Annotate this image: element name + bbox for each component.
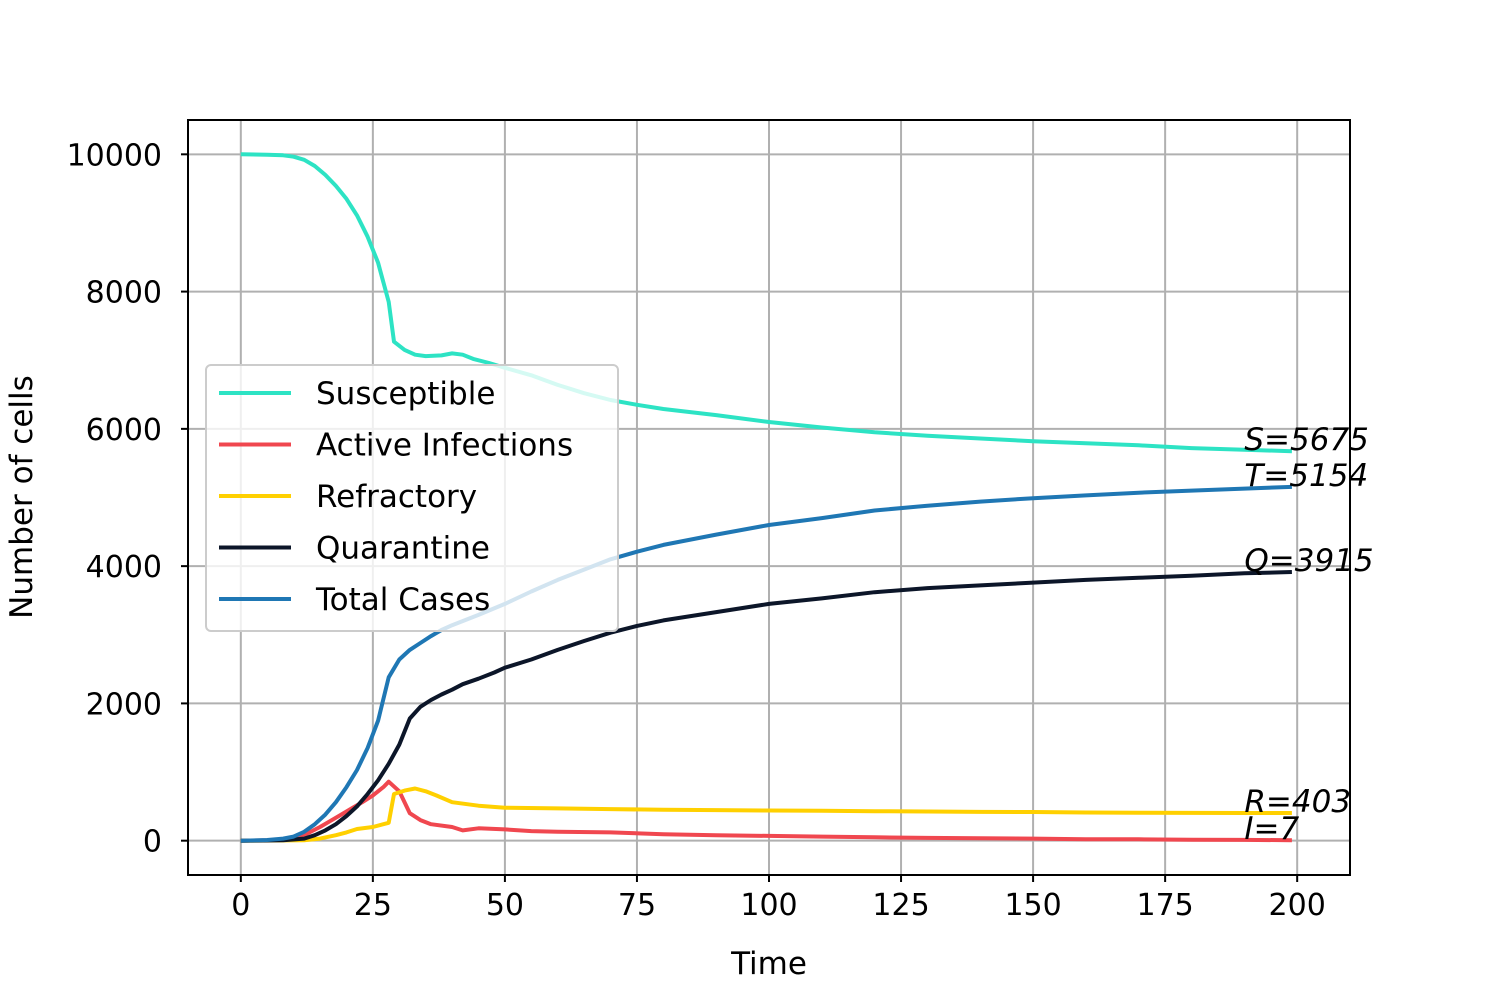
end-label: T=5154: [1244, 458, 1368, 494]
x-tick-label: 125: [872, 888, 929, 923]
series-line-quarantine: [240, 570, 1292, 843]
legend-frame: [205, 364, 619, 632]
y-tick-label: 0: [143, 825, 162, 860]
y-tick-label: 8000: [86, 276, 162, 311]
x-tick-label: 150: [1004, 888, 1061, 923]
y-tick-label: 6000: [86, 413, 162, 448]
legend-label: Active Infections: [316, 428, 573, 464]
end-labels: S=5675 I=7R=403 Q=3915 T=5154: [1244, 422, 1373, 847]
legend-label: Total Cases: [315, 582, 490, 618]
x-tick-label: 0: [231, 888, 250, 923]
series-line-active-infections: [240, 779, 1292, 843]
x-tick-label: 175: [1137, 888, 1194, 923]
x-tick-label: 25: [354, 888, 392, 923]
legend: Susceptible Active Infections Refractory Qu…: [205, 364, 619, 632]
axis-ticks: 0 25 50 75 100 125 150 175 200020004000600080001…: [67, 138, 1326, 923]
end-label: S=5675: [1244, 422, 1369, 458]
y-tick-label: 10000: [67, 138, 162, 173]
end-label: Q=3915: [1244, 543, 1373, 579]
x-tick-label: 200: [1269, 888, 1326, 923]
legend-label: Refractory: [316, 479, 477, 515]
legend-label: Susceptible: [316, 376, 495, 412]
legend-label: Quarantine: [316, 531, 490, 567]
x-tick-label: 100: [740, 888, 797, 923]
x-tick-label: 75: [618, 888, 656, 923]
series-line-susceptible: [240, 152, 1292, 454]
y-tick-label: 2000: [86, 687, 162, 722]
series-line-refractory: [240, 786, 1292, 843]
end-label: R=403: [1244, 784, 1351, 820]
x-tick-label: 50: [486, 888, 524, 923]
x-axis-title: Time: [730, 946, 807, 982]
y-axis-title: Number of cells: [4, 375, 40, 619]
series-lines: [240, 152, 1292, 843]
end-label: I=7: [1244, 811, 1299, 847]
y-tick-label: 4000: [86, 550, 162, 585]
